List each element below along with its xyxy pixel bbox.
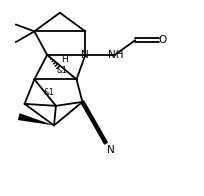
Text: N: N bbox=[81, 50, 89, 60]
Text: N: N bbox=[107, 145, 115, 155]
Text: &1: &1 bbox=[43, 88, 54, 97]
Polygon shape bbox=[18, 113, 54, 125]
Text: O: O bbox=[159, 35, 167, 45]
Text: H: H bbox=[61, 55, 68, 64]
Text: NH: NH bbox=[108, 50, 123, 60]
Text: &1: &1 bbox=[57, 66, 68, 75]
